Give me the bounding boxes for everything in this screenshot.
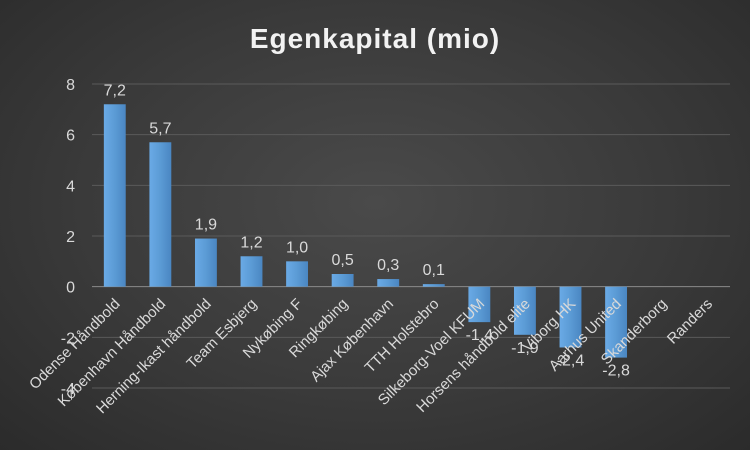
bar <box>468 286 491 323</box>
data-label: -1,4 <box>466 327 494 344</box>
y-tick-label: 4 <box>66 178 75 195</box>
y-tick-label: 0 <box>66 280 75 297</box>
data-label: 0,3 <box>377 257 399 274</box>
data-label: 0,1 <box>423 262 445 279</box>
y-axis: -4 -2 0 2 4 6 8 <box>61 77 75 398</box>
bar <box>149 142 172 287</box>
data-label: 1,0 <box>286 239 308 256</box>
bar <box>422 284 445 287</box>
data-label: 7,2 <box>104 82 126 99</box>
data-label: 0,5 <box>332 252 354 269</box>
y-tick-label: -4 <box>61 381 75 398</box>
data-labels: 7,2 5,7 1,9 1,2 1,0 0,5 0,3 0,1 -1,4 -1,9 -2,4 -2,8 <box>104 82 630 379</box>
bar <box>605 286 628 358</box>
bar <box>286 261 309 287</box>
bar <box>103 104 126 287</box>
y-tick-label: 2 <box>66 229 75 246</box>
bar <box>331 274 354 287</box>
chart-title: Egenkapital (mio) <box>250 23 500 54</box>
data-label: -1,9 <box>511 340 539 357</box>
data-label: -2,4 <box>557 352 585 369</box>
x-tick-label: Ajax København <box>307 295 397 385</box>
bar <box>559 286 582 348</box>
bar <box>240 256 263 287</box>
bars <box>103 104 628 358</box>
y-tick-label: 6 <box>66 128 75 145</box>
y-tick-label: -2 <box>61 330 75 347</box>
bar <box>377 279 400 287</box>
y-tick-label: 8 <box>66 77 75 94</box>
bar <box>513 286 536 335</box>
data-label: -2,8 <box>602 363 630 380</box>
data-label: 5,7 <box>149 120 171 137</box>
bar <box>194 238 217 287</box>
data-label: 1,2 <box>240 234 262 251</box>
data-label: 1,9 <box>195 217 217 234</box>
x-tick-label: Randers <box>664 295 716 347</box>
